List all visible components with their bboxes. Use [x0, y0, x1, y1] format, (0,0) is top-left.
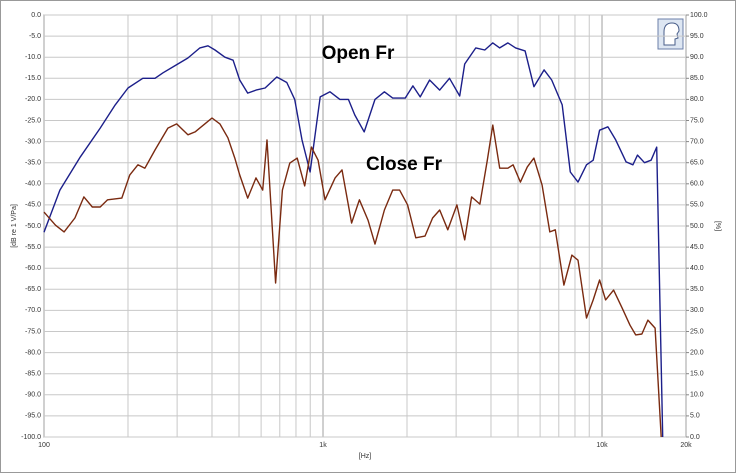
y-tick-label: -40.0 [25, 181, 41, 188]
series-line [43, 42, 664, 438]
series-line [43, 117, 662, 438]
y2-axis-label: [%] [714, 221, 721, 231]
y2-tick-label: 95.0 [690, 33, 704, 40]
logo [657, 18, 684, 50]
y-tick-label: 0.0 [31, 12, 41, 19]
y-tick-label: -95.0 [25, 413, 41, 420]
x-tick-label: 100 [38, 442, 50, 449]
y-tick-label: -15.0 [25, 75, 41, 82]
y2-tick-label: 100.0 [690, 12, 708, 19]
y-tick-label: -85.0 [25, 371, 41, 378]
y2-tick-label: 20.0 [690, 349, 704, 356]
y-tick-label: -75.0 [25, 328, 41, 335]
y-tick-label: -55.0 [25, 244, 41, 251]
y2-tick-label: 75.0 [690, 117, 704, 124]
x-axis-label: [Hz] [359, 453, 372, 460]
y2-tick-label: 55.0 [690, 202, 704, 209]
x-tick-label: 10k [596, 442, 608, 449]
x-tick-label: 1k [319, 442, 327, 449]
y2-tick-label: 65.0 [690, 160, 704, 167]
y2-tick-label: 35.0 [690, 286, 704, 293]
y-tick-label: -35.0 [25, 160, 41, 167]
y-tick-label: -80.0 [25, 349, 41, 356]
y-tick-label: -60.0 [25, 265, 41, 272]
y-tick-label: -25.0 [25, 117, 41, 124]
y-tick-label: -90.0 [25, 392, 41, 399]
grid [43, 14, 687, 438]
y-tick-label: -50.0 [25, 223, 41, 230]
y-tick-label: -100.0 [21, 434, 41, 441]
annotation: Close Fr [366, 154, 443, 175]
y-tick-label: -5.0 [29, 33, 41, 40]
y2-tick-label: 45.0 [690, 244, 704, 251]
y2-tick-label: 15.0 [690, 371, 704, 378]
y-tick-label: -30.0 [25, 138, 41, 145]
y2-tick-label: 40.0 [690, 265, 704, 272]
annotation: Open Fr [322, 43, 395, 64]
y-tick-label: -20.0 [25, 96, 41, 103]
y2-tick-label: 85.0 [690, 75, 704, 82]
y-tick-label: -45.0 [25, 202, 41, 209]
x-tick-label: 20k [680, 442, 692, 449]
y2-tick-label: 50.0 [690, 223, 704, 230]
y2-tick-label: 0.0 [690, 434, 700, 441]
y-tick-label: -70.0 [25, 307, 41, 314]
y2-tick-label: 25.0 [690, 328, 704, 335]
y2-tick-label: 5.0 [690, 413, 700, 420]
y2-tick-label: 80.0 [690, 96, 704, 103]
y-tick-label: -10.0 [25, 54, 41, 61]
y2-tick-label: 10.0 [690, 392, 704, 399]
y-axis-label: [dB re 1 V/Pa] [11, 204, 18, 248]
y2-tick-label: 90.0 [690, 54, 704, 61]
y2-tick-label: 30.0 [690, 307, 704, 314]
y-tick-label: -65.0 [25, 286, 41, 293]
y2-tick-label: 70.0 [690, 138, 704, 145]
y2-tick-label: 60.0 [690, 181, 704, 188]
